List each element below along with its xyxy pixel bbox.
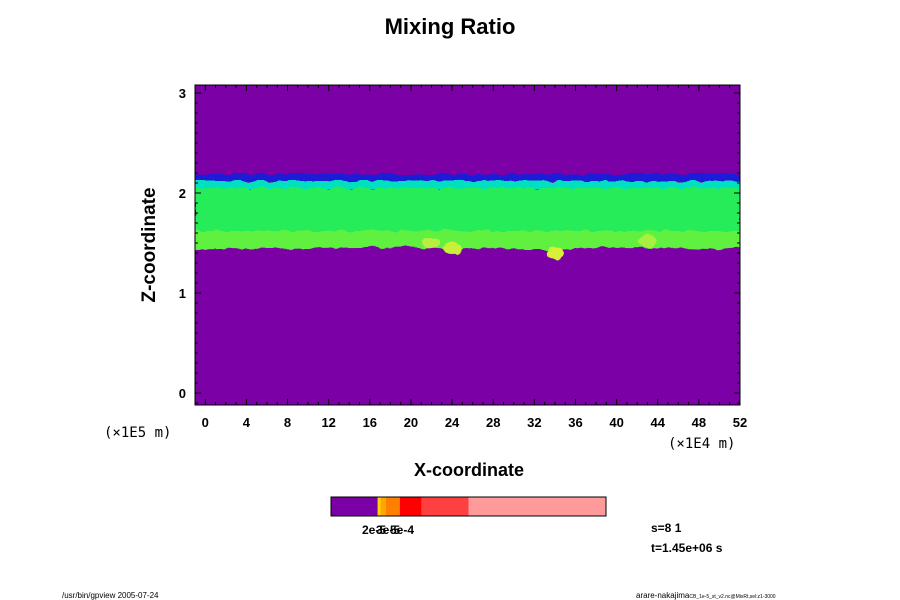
x-tick-label: 0 (202, 415, 209, 430)
y-tick-label: 2 (179, 186, 186, 201)
colorbar-segment (331, 497, 378, 516)
y-tick-label: 0 (179, 386, 186, 401)
plot-frame (194, 84, 741, 406)
colorbar-segment (421, 497, 469, 516)
colorbar-segment (377, 497, 381, 516)
footer-left: /usr/bin/gpview 2005-07-24 (62, 591, 159, 600)
colorbar-label: 2e-5 (362, 523, 387, 537)
colorbar-label: 3e-5 (376, 523, 401, 537)
footer-right-sub: CB_1e-5_st_v2.nc@MixRt,sel:z1-3000 (689, 594, 776, 600)
x-tick-label: 28 (486, 415, 500, 430)
step-info: s=8 1 (651, 521, 682, 535)
footer-right-main: arare-nakajima (636, 591, 690, 600)
colorbar-segment (380, 497, 386, 516)
x-tick-label: 20 (404, 415, 418, 430)
y-tick-label: 1 (179, 286, 186, 301)
heatmap-patch-3 (638, 235, 657, 247)
colorbar (330, 496, 607, 517)
x-tick-label: 32 (527, 415, 541, 430)
x-tick-label: 4 (243, 415, 251, 430)
colorbar-segment (468, 497, 606, 516)
y-axis-scale-label: (×1E5 m) (104, 425, 172, 441)
heatmap-layer-0 (195, 174, 740, 181)
heatmap-layer-1 (195, 181, 740, 188)
y-tick-label: 3 (179, 86, 186, 101)
heatmap-patch-2 (545, 247, 564, 259)
colorbar-segment (386, 497, 400, 516)
chart-title: Mixing Ratio (384, 14, 516, 39)
plot-area (195, 85, 740, 405)
x-tick-label: 48 (692, 415, 706, 430)
heatmap-layer-2 (195, 188, 740, 238)
x-tick-label: 24 (445, 415, 460, 430)
colorbar-segment (399, 497, 422, 516)
colorbar-labels: 2e-5 3e-5 5e-4 (0, 523, 900, 539)
x-tick-label: 44 (651, 415, 666, 430)
heatmap-patch-1 (443, 242, 462, 254)
x-tick-label: 8 (284, 415, 291, 430)
heatmap-patch-0 (422, 237, 441, 249)
x-axis-scale-label: (×1E4 m) (668, 436, 736, 452)
x-tick-label: 16 (363, 415, 377, 430)
heatmap-layer-3 (195, 231, 740, 250)
x-tick-label: 12 (321, 415, 335, 430)
colorbar-frame (330, 496, 607, 517)
x-tick-label: 40 (609, 415, 623, 430)
footer-right: arare-nakajimaCB_1e-5_st_v2.nc@MixRt,sel… (636, 591, 776, 600)
x-tick-label: 36 (568, 415, 582, 430)
time-info: t=1.45e+06 s (651, 541, 723, 555)
x-axis-title: X-coordinate (413, 460, 524, 480)
colorbar-label: 5e-4 (390, 523, 415, 537)
x-tick-label: 52 (733, 415, 747, 430)
